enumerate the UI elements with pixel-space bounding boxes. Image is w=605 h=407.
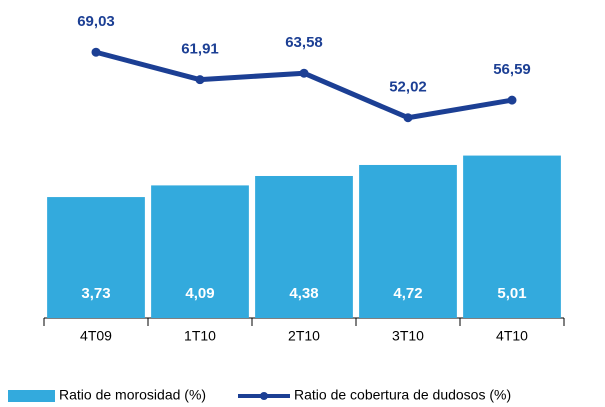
- legend-label: Ratio de morosidad (%): [59, 387, 206, 403]
- bar-value-label: 4,72: [393, 285, 422, 302]
- bar-value-label: 4,38: [289, 285, 318, 302]
- bar: [255, 175, 353, 318]
- line-value-label: 63,58: [285, 34, 323, 51]
- x-axis-ticks: [43, 318, 565, 326]
- line-value-label: 52,02: [389, 79, 427, 96]
- line-point: [195, 75, 205, 85]
- bar: [47, 197, 145, 318]
- line-value-label: 61,91: [181, 41, 219, 58]
- bar: [463, 155, 561, 318]
- line-point: [91, 47, 101, 57]
- x-tick-label: 2T10: [288, 328, 320, 344]
- x-tick-label: 4T09: [80, 328, 112, 344]
- line-point: [403, 113, 413, 123]
- line-value-label: 56,59: [493, 61, 531, 78]
- bar-value-label: 5,01: [497, 285, 526, 302]
- bar: [151, 185, 249, 318]
- x-tick-label: 4T10: [496, 328, 528, 344]
- bar-value-label: 4,09: [185, 285, 214, 302]
- legend-swatch: [8, 390, 55, 402]
- x-tick-label: 1T10: [184, 328, 216, 344]
- legend-label: Ratio de cobertura de dudosos (%): [294, 387, 511, 403]
- line: [95, 49, 513, 121]
- x-tick-label: 3T10: [392, 328, 424, 344]
- line-point: [299, 68, 309, 78]
- bar-value-label: 3,73: [81, 285, 110, 302]
- bar: [359, 164, 457, 318]
- line-value-label: 69,03: [77, 13, 115, 30]
- legend-swatch-dot: [260, 392, 268, 400]
- line-point: [507, 95, 517, 105]
